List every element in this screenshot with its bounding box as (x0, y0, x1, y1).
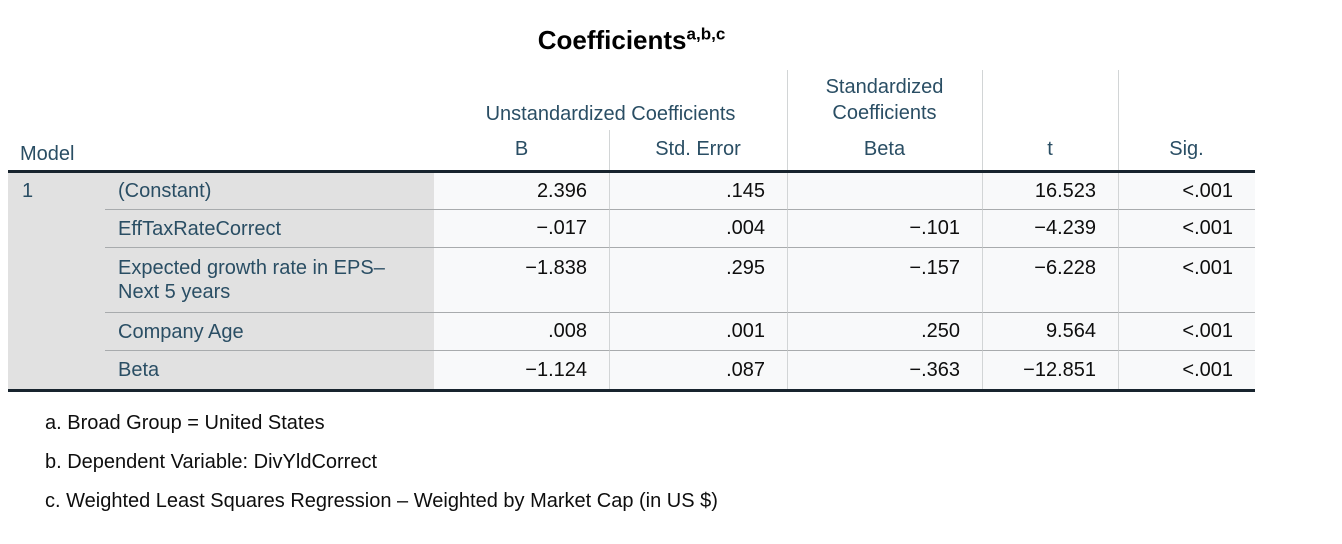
footnote-b: b. Dependent Variable: DivYldCorrect (45, 451, 378, 473)
table-title-text: Coefficients (537, 25, 687, 55)
cell-b: .008 (434, 313, 609, 351)
cell-sig: <.001 (1118, 173, 1255, 210)
column-header-sig: Sig. (1169, 137, 1204, 160)
row-label: Expected growth rate in EPS– Next 5 year… (105, 248, 434, 313)
column-header-b: B (514, 137, 529, 160)
cell-b: −1.124 (434, 351, 609, 389)
cell-t: −4.239 (982, 210, 1118, 248)
column-header-beta: Beta (863, 137, 906, 160)
cell-std-error: .145 (609, 173, 787, 210)
header-divider-line (982, 70, 983, 170)
cell-sig: <.001 (1118, 210, 1255, 248)
table-title: Coefficientsa,b,c (8, 24, 1255, 56)
cell-std-error: .087 (609, 351, 787, 389)
footnote-c: c. Weighted Least Squares Regression – W… (45, 490, 718, 512)
cell-beta (787, 173, 982, 210)
row-label: (Constant) (105, 173, 434, 210)
cell-sig: <.001 (1118, 351, 1255, 389)
row-label: Beta (105, 351, 434, 389)
row-label: Company Age (105, 313, 434, 351)
table-footnotes: a. Broad Group = United States b. Depend… (45, 404, 1342, 521)
cell-t: −6.228 (982, 248, 1118, 313)
cell-sig: <.001 (1118, 313, 1255, 351)
cell-beta: .250 (787, 313, 982, 351)
header-divider-line (1118, 70, 1119, 170)
table-header: Model Unstandardized Coefficients Standa… (8, 70, 1255, 173)
column-header-std-error: Std. Error (655, 137, 741, 160)
table-body: 1 (Constant) 2.396 .145 16.523 <.001 Eff… (8, 173, 1255, 392)
cell-std-error: .295 (609, 248, 787, 313)
cell-beta: −.363 (787, 351, 982, 389)
table-title-footnote-marks: a,b,c (686, 24, 726, 44)
row-label: EffTaxRateCorrect (105, 210, 434, 248)
header-divider-line (609, 130, 610, 170)
cell-b: −1.838 (434, 248, 609, 313)
cell-std-error: .001 (609, 313, 787, 351)
cell-b: 2.396 (434, 173, 609, 210)
cell-t: −12.851 (982, 351, 1118, 389)
cell-beta: −.157 (787, 248, 982, 313)
cell-beta: −.101 (787, 210, 982, 248)
column-header-t: t (1047, 137, 1053, 160)
standardized-coefficients-group-header: Standardized Coefficients (825, 76, 944, 124)
coefficients-table: Model Unstandardized Coefficients Standa… (8, 70, 1255, 392)
cell-sig: <.001 (1118, 248, 1255, 313)
cell-std-error: .004 (609, 210, 787, 248)
model-column-header: Model (20, 143, 75, 165)
cell-t: 16.523 (982, 173, 1118, 210)
cell-b: −.017 (434, 210, 609, 248)
header-divider-line (787, 70, 788, 170)
footnote-a: a. Broad Group = United States (45, 412, 325, 434)
model-number-cell: 1 (8, 173, 105, 389)
cell-t: 9.564 (982, 313, 1118, 351)
unstandardized-coefficients-group-header: Unstandardized Coefficients (485, 103, 736, 125)
